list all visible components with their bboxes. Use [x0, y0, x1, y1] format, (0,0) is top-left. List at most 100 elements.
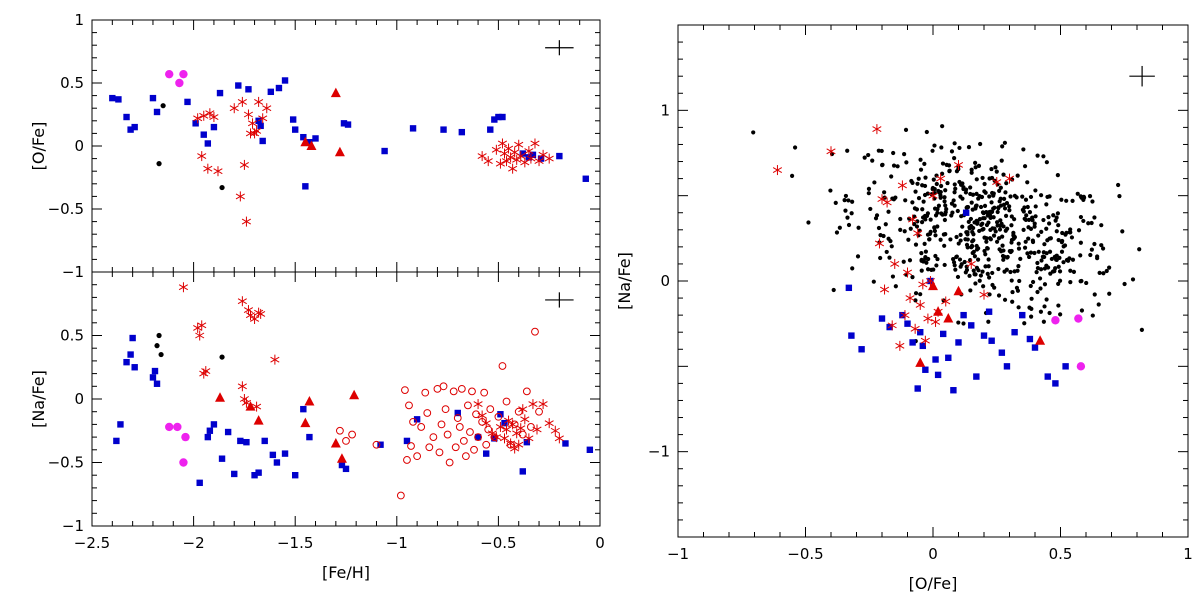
data-point-black [1025, 251, 1030, 256]
data-point-asterisk [483, 156, 493, 167]
data-point-black [1023, 239, 1028, 244]
data-point-asterisk [923, 313, 933, 324]
data-point-black [1022, 245, 1028, 250]
data-point-black [992, 226, 997, 231]
y-tick-label: −0.5 [48, 454, 84, 472]
data-point-triangle [336, 453, 347, 463]
data-point-circle [175, 78, 184, 88]
data-point-black [1028, 194, 1034, 200]
data-point-black [1120, 229, 1125, 234]
data-point-square [115, 96, 122, 103]
data-point-black [940, 124, 945, 129]
data-point-black [1035, 289, 1040, 295]
data-point-square [153, 108, 161, 116]
data-point-black [1022, 164, 1028, 169]
data-point-open-circle [449, 387, 458, 396]
panel-right: −1 0 1 −1 −0.5 0 0.5 1 [O/Fe] [Na/Fe] [615, 24, 1193, 593]
data-point-black [932, 186, 937, 192]
data-point-square [523, 438, 531, 446]
data-point-black [975, 257, 981, 262]
data-point-black [965, 204, 970, 210]
data-point-black [1042, 254, 1047, 260]
data-point-black [1117, 194, 1122, 199]
data-point-square [962, 209, 970, 216]
data-point-black [906, 237, 911, 242]
data-point-black [874, 213, 880, 218]
data-point-asterisk [237, 296, 247, 307]
data-point-square [845, 284, 853, 292]
data-point-black [947, 169, 952, 174]
data-point-black [951, 257, 956, 262]
data-point-black [934, 263, 939, 268]
data-point-black [1047, 221, 1052, 226]
data-point-black [1099, 243, 1104, 248]
data-point-black [984, 239, 989, 244]
data-point-asterisk [936, 173, 946, 184]
data-point-black [1008, 249, 1013, 255]
data-point-black [828, 188, 833, 193]
data-point-square [204, 433, 212, 441]
data-point-black [882, 190, 887, 195]
data-point-black [1059, 197, 1064, 202]
data-point-black [1122, 281, 1127, 287]
data-point-black [997, 199, 1002, 204]
data-point-black [913, 298, 918, 303]
data-point-asterisk [520, 414, 530, 425]
data-point-black [1041, 154, 1046, 159]
data-point-black [968, 191, 973, 197]
y-axis-label: [Na/Fe] [615, 252, 634, 310]
data-point-square [281, 77, 289, 84]
data-point-black [969, 170, 974, 175]
data-point-black [932, 228, 938, 234]
data-point-black [1060, 230, 1065, 236]
data-point-black [973, 204, 978, 210]
data-point-open-circle [405, 401, 413, 410]
data-point-black [872, 180, 877, 185]
data-point-asterisk [992, 177, 1002, 188]
data-point-black [862, 155, 867, 160]
data-point-black [789, 173, 795, 178]
data-point-square [275, 84, 283, 92]
data-point-black [959, 214, 964, 219]
data-point-black [1041, 319, 1046, 324]
data-point-black [1044, 251, 1049, 256]
data-point-square [224, 428, 232, 436]
data-point-square [342, 465, 350, 473]
data-point-black [1116, 182, 1121, 188]
data-point-black [987, 194, 992, 199]
data-point-square [113, 437, 120, 445]
data-point-black [1032, 250, 1037, 256]
data-point-black [955, 274, 961, 280]
data-point-square [306, 433, 313, 441]
data-point-open-circle [445, 458, 454, 467]
data-point-asterisk [270, 354, 280, 365]
data-point-black [973, 165, 978, 170]
data-point-black [850, 266, 855, 271]
data-point-black [915, 181, 920, 186]
data-point-square [131, 123, 138, 131]
data-point-asterisk [544, 153, 554, 164]
data-point-asterisk [526, 153, 536, 164]
data-point-open-circle [403, 456, 411, 464]
data-point-black [1057, 278, 1063, 283]
data-point-black [920, 183, 925, 188]
data-point-asterisk [772, 165, 783, 176]
data-point-open-circle [443, 430, 452, 439]
data-point-black [1036, 249, 1041, 254]
data-point-black [1044, 226, 1049, 231]
data-point-asterisk [518, 404, 528, 415]
data-point-circle [179, 69, 188, 79]
y-tick-label: 0 [74, 137, 84, 155]
data-point-black [1045, 265, 1051, 270]
data-point-square [582, 175, 589, 182]
data-point-black [908, 226, 913, 231]
data-point-asterisk [512, 154, 522, 165]
plot-frame [91, 19, 601, 273]
data-point-black [1061, 260, 1066, 265]
data-point-square [129, 334, 136, 342]
data-point-black [1042, 282, 1048, 287]
y-axis-label: [O/Fe] [29, 122, 48, 171]
data-point-open-circle [490, 433, 499, 442]
data-point-square [934, 371, 942, 379]
data-point-black [957, 257, 963, 262]
